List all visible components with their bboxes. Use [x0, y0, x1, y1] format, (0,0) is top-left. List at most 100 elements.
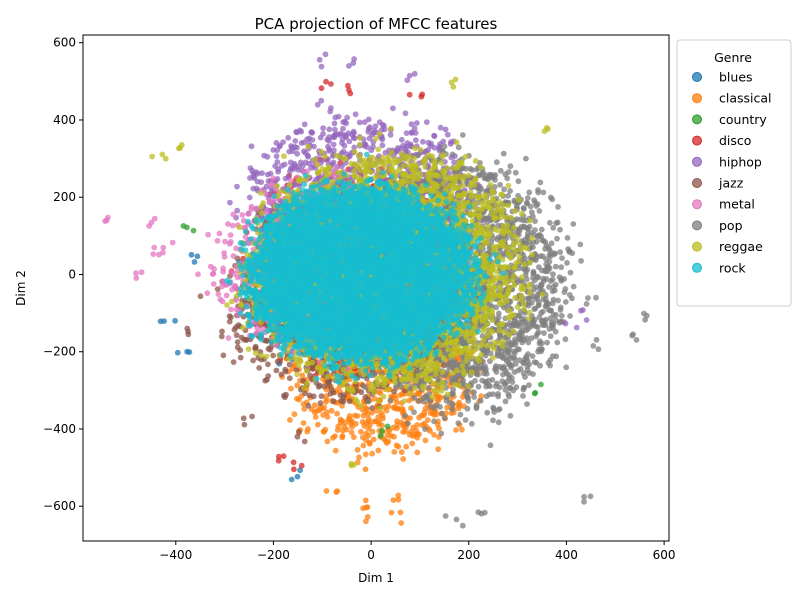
data-point [231, 326, 238, 333]
data-point [346, 87, 352, 93]
data-point [294, 395, 300, 402]
data-point [288, 476, 295, 483]
data-point [292, 138, 299, 144]
data-point [459, 394, 466, 400]
data-point [436, 394, 443, 400]
data-point [393, 399, 400, 406]
data-point [190, 227, 197, 234]
data-point [280, 453, 287, 460]
data-point [228, 314, 234, 321]
data-point [370, 130, 377, 136]
data-point [398, 449, 405, 456]
data-point [294, 382, 300, 389]
data-point [366, 439, 373, 446]
data-point [191, 259, 198, 265]
data-point [342, 132, 349, 139]
data-point [359, 434, 366, 441]
data-point [328, 407, 335, 414]
data-point [350, 128, 357, 135]
data-point [538, 381, 544, 388]
data-point [294, 150, 301, 157]
data-point [402, 110, 409, 117]
data-point [253, 169, 260, 176]
data-point [282, 175, 289, 182]
data-point [318, 85, 325, 92]
data-point [395, 492, 402, 499]
data-point [340, 148, 347, 155]
data-point [250, 357, 256, 364]
data-point [403, 130, 410, 137]
data-point [356, 454, 362, 461]
data-point [442, 126, 449, 133]
data-point [406, 91, 413, 98]
data-point [361, 119, 368, 125]
data-point [391, 433, 397, 440]
data-point [320, 412, 327, 418]
data-point [409, 440, 416, 447]
data-point [299, 372, 306, 379]
data-point [247, 165, 254, 172]
data-point [227, 199, 233, 206]
data-point [259, 170, 265, 177]
data-point [395, 443, 402, 450]
data-point [318, 97, 325, 104]
data-point [478, 393, 485, 399]
data-point [320, 428, 327, 435]
data-point [194, 253, 201, 260]
data-point [346, 138, 353, 145]
data-point [318, 63, 325, 70]
data-point [424, 417, 431, 423]
data-point [375, 414, 382, 420]
data-point [376, 388, 382, 395]
data-point [436, 425, 442, 432]
data-point [398, 520, 405, 526]
data-point [174, 349, 181, 356]
data-point [332, 447, 339, 454]
data-point [332, 433, 338, 439]
data-point [340, 125, 346, 132]
data-point [348, 429, 355, 436]
data-point [407, 415, 413, 421]
data-point [293, 129, 299, 135]
data-point [358, 389, 365, 396]
data-point [408, 405, 414, 412]
data-point [285, 134, 292, 141]
data-point [316, 56, 323, 63]
data-point [276, 143, 283, 150]
data-point [220, 352, 227, 359]
data-point [379, 142, 386, 149]
data-point [270, 352, 276, 359]
data-point [418, 93, 425, 100]
data-point [370, 143, 376, 150]
data-point [358, 428, 364, 435]
data-point [264, 171, 271, 178]
data-point [366, 124, 373, 131]
data-point [391, 404, 398, 410]
data-point [339, 163, 345, 170]
data-point [248, 143, 255, 150]
data-point [385, 432, 391, 438]
data-point [304, 136, 311, 143]
data-point [412, 137, 419, 144]
data-point [343, 426, 350, 433]
data-point [370, 436, 377, 443]
data-point [330, 398, 337, 405]
data-point [335, 113, 342, 120]
data-point [172, 317, 179, 324]
data-point [427, 143, 434, 149]
data-point [431, 432, 437, 438]
data-point [326, 148, 333, 154]
chart-title: PCA projection of MFCC features [255, 15, 498, 33]
data-point [335, 423, 342, 430]
data-point [219, 328, 225, 335]
data-point [395, 496, 402, 503]
data-point [416, 431, 422, 438]
data-point [256, 365, 263, 371]
data-point [311, 402, 318, 408]
data-point [308, 129, 315, 136]
data-point [365, 411, 371, 417]
data-point [362, 466, 369, 473]
data-point [361, 423, 368, 429]
data-point [246, 194, 253, 201]
